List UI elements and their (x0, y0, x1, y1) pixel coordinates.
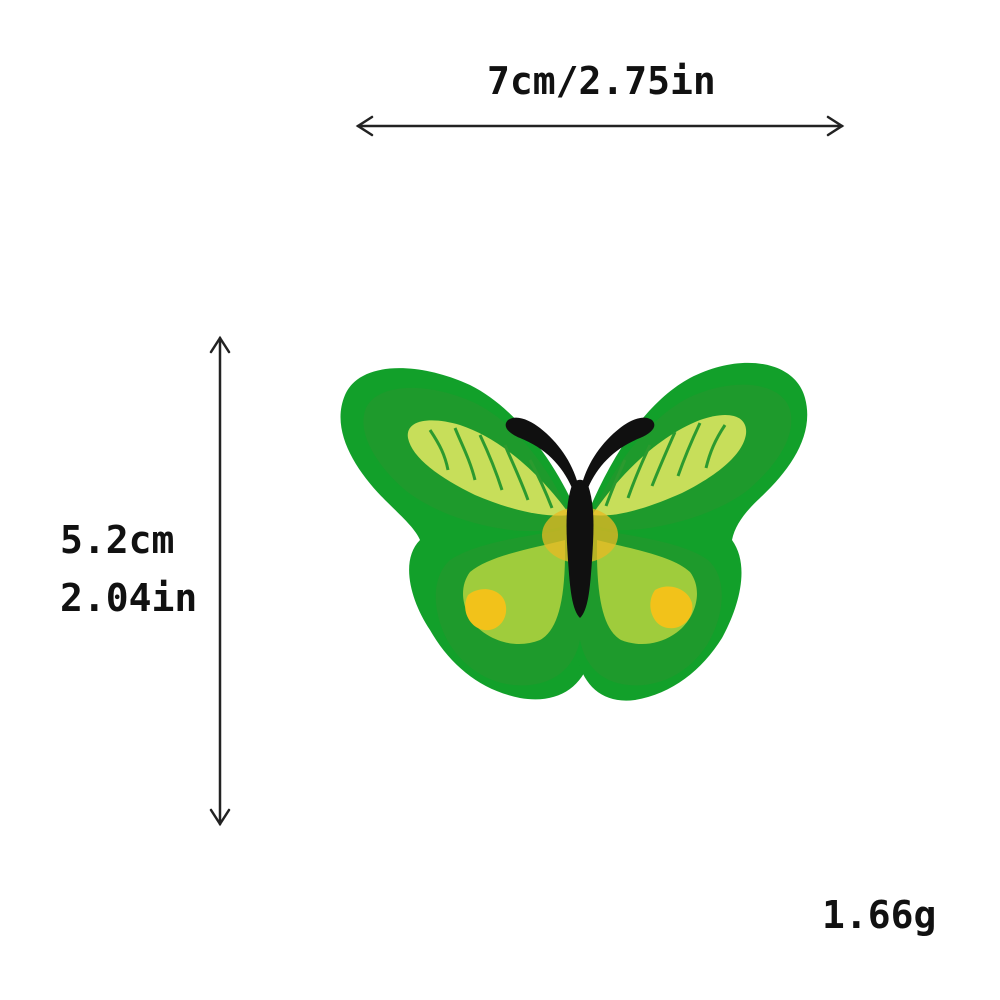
right-antenna (582, 417, 655, 488)
height-arrow (209, 335, 231, 827)
right-yellow-spot (650, 586, 693, 629)
width-dimension-label: 7cm/2.75in (487, 59, 716, 103)
butterfly-patch-icon (340, 362, 808, 701)
height-dimension-label-in: 2.04in (60, 576, 198, 620)
weight-label: 1.66g (822, 893, 937, 937)
left-upper-stripe-area (407, 420, 570, 516)
left-yellow-spot (465, 589, 507, 631)
butterfly-body (566, 479, 594, 618)
wing-stripes (428, 422, 727, 509)
height-dimension-label-cm: 5.2cm (60, 518, 175, 562)
left-antenna (505, 417, 578, 488)
width-arrow (355, 115, 845, 137)
